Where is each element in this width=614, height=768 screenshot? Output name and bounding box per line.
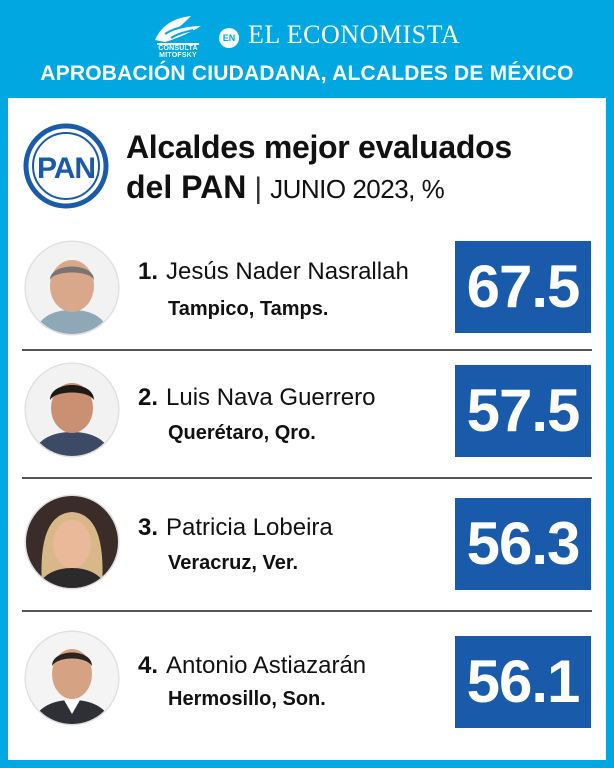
mitofsky-logo-text: CONSULTA MITOFSKY: [158, 45, 198, 59]
header-band: CONSULTA MITOFSKY EN EL ECONOMISTA APROB…: [0, 0, 614, 98]
row-name-line: 1. Jesús Nader Nasrallah: [138, 258, 409, 286]
row-name: Luis Nava Guerrero: [166, 384, 376, 411]
mitofsky-logo: CONSULTA MITOFSKY: [143, 12, 213, 59]
row-value: 67.5: [455, 241, 591, 333]
row-city: Querétaro, Qro.: [168, 422, 316, 444]
row-divider: [22, 610, 592, 612]
row-name-line: 3. Patricia Lobeira: [138, 514, 333, 542]
ranking-row-3: 3. Patricia Lobeira Veracruz, Ver. 56.3: [0, 486, 614, 596]
row-name: Jesús Nader Nasrallah: [166, 258, 409, 285]
row-name: Patricia Lobeira: [166, 514, 333, 541]
mitofsky-bird-icon: [155, 16, 201, 45]
pan-logo: PAN: [23, 123, 109, 209]
portrait-icon: [24, 240, 120, 336]
row-rank: 2.: [138, 384, 159, 411]
pan-logo-icon: PAN: [23, 123, 109, 209]
row-rank: 4.: [138, 652, 159, 679]
portrait-icon: [24, 630, 120, 726]
subtitle-date: JUNIO 2023, %: [270, 174, 445, 204]
subtitle-party: del PAN: [126, 169, 247, 205]
ranking-row-4: 4. Antonio Astiazarán Hermosillo, Son. 56…: [0, 622, 614, 732]
row-divider: [22, 349, 592, 351]
row-name-line: 2. Luis Nava Guerrero: [138, 384, 375, 412]
row-rank: 3.: [138, 514, 159, 541]
subtitle-separator: |: [254, 172, 263, 205]
ranking-row-1: 1. Jesús Nader Nasrallah Tampico, Tamps. …: [0, 232, 614, 342]
row-name: Antonio Astiazarán: [166, 652, 367, 679]
row-name-line: 4. Antonio Astiazarán: [138, 652, 366, 680]
row-value: 56.1: [455, 636, 591, 728]
row-city: Tampico, Tamps.: [168, 298, 329, 320]
banner-title: APROBACIÓN CIUDADANA, ALCALDES DE MÉXICO: [40, 62, 574, 85]
ranking-row-2: 2. Luis Nava Guerrero Querétaro, Qro. 57.…: [0, 356, 614, 466]
chart-title: Alcaldes mejor evaluados: [126, 129, 512, 165]
chart-subtitle: del PAN | JUNIO 2023, %: [126, 167, 445, 209]
pan-logo-text: PAN: [37, 152, 95, 185]
en-badge: EN: [219, 28, 239, 48]
row-city: Veracruz, Ver.: [168, 552, 299, 574]
portrait-icon: [24, 494, 120, 590]
brand-row: CONSULTA MITOFSKY EN EL ECONOMISTA: [0, 8, 614, 59]
row-rank: 1.: [138, 258, 159, 285]
row-divider: [22, 477, 592, 479]
row-city: Hermosillo, Son.: [168, 688, 326, 710]
row-value: 56.3: [455, 498, 591, 590]
portrait-icon: [24, 362, 120, 458]
row-value: 57.5: [455, 365, 591, 457]
publisher-name: EL ECONOMISTA: [248, 20, 461, 49]
